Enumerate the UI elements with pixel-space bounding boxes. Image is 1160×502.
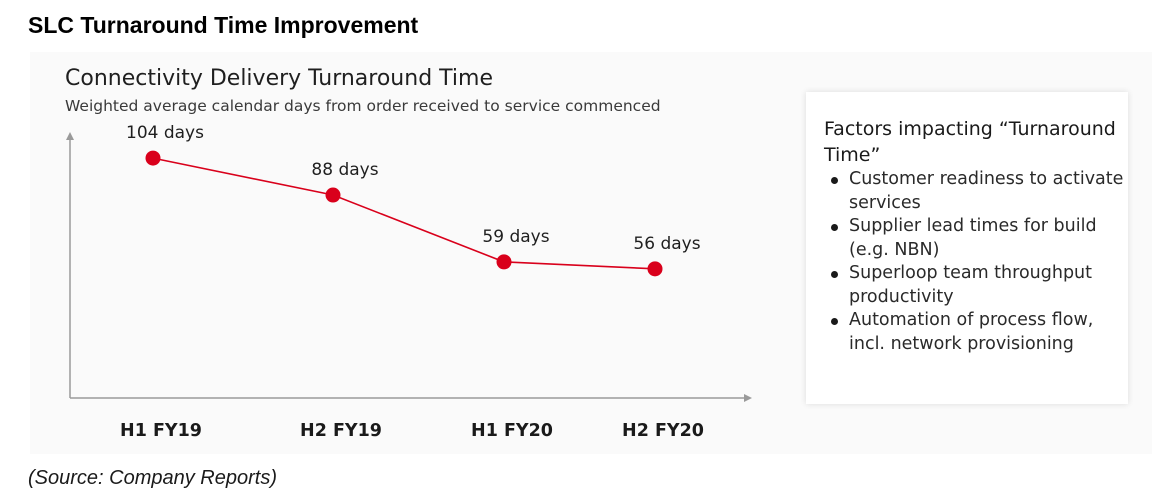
x-tick-label: H2 FY19	[300, 421, 382, 441]
factor-item: Supplier lead times for build (e.g. NBN)	[824, 215, 1124, 262]
data-point	[647, 261, 663, 277]
factors-heading: Factors impacting “Turnaround Time”	[824, 118, 1116, 166]
factors-list: Customer readiness to activate services …	[824, 168, 1124, 356]
bullet-icon	[831, 177, 838, 184]
x-tick-label: H1 FY20	[471, 421, 553, 441]
data-point	[496, 254, 512, 270]
data-point	[145, 150, 161, 166]
x-tick-label: H1 FY19	[120, 421, 202, 441]
bullet-icon	[831, 271, 838, 278]
bullet-icon	[831, 318, 838, 325]
data-label: 59 days	[482, 227, 549, 247]
factor-item: Customer readiness to activate services	[824, 168, 1124, 215]
factor-item: Superloop team throughput productivity	[824, 262, 1124, 309]
x-tick-label: H2 FY20	[622, 421, 704, 441]
factor-item-text: Supplier lead times for build (e.g. NBN)	[849, 216, 1097, 260]
page-title: SLC Turnaround Time Improvement	[28, 12, 419, 38]
source-note: (Source: Company Reports)	[28, 467, 277, 489]
bullet-icon	[831, 224, 838, 231]
factor-item-text: Superloop team throughput productivity	[849, 263, 1093, 307]
chart-title: Connectivity Delivery Turnaround Time	[65, 66, 493, 91]
x-axis-arrow-icon	[744, 394, 752, 402]
data-label: 104 days	[126, 123, 204, 143]
series-line	[152, 157, 656, 270]
data-point	[325, 187, 341, 203]
line-chart: 104 days 88 days 59 days 56 days H1 FY19 H2 F…	[66, 123, 752, 441]
chart-subtitle: Weighted average calendar days from orde…	[65, 97, 661, 115]
y-axis-arrow-icon	[66, 132, 74, 140]
factor-item: Automation of process flow, incl. networ…	[824, 309, 1124, 356]
data-label: 56 days	[633, 234, 700, 254]
factor-item-text: Automation of process flow, incl. networ…	[849, 310, 1094, 354]
factors-card: Factors impacting “Turnaround Time” Cust…	[806, 92, 1128, 404]
factor-item-text: Customer readiness to activate services	[849, 169, 1124, 213]
data-label: 88 days	[311, 160, 378, 180]
